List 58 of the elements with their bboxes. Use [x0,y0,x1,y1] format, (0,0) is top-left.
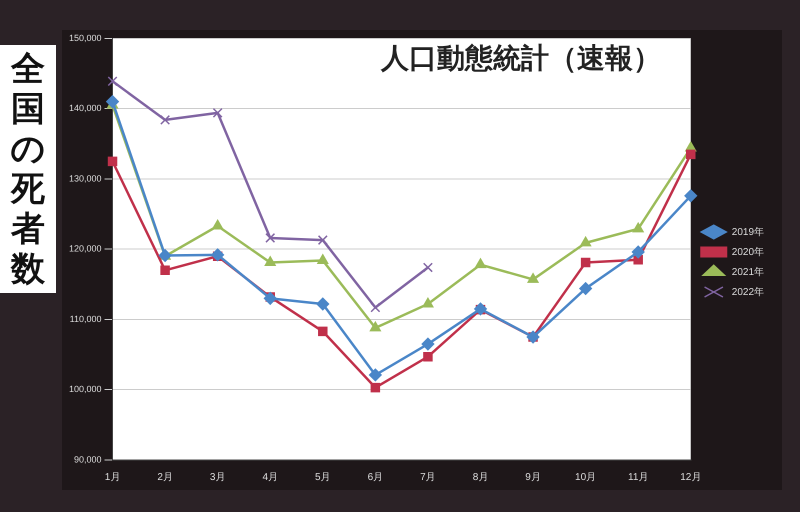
point [422,298,434,308]
point [370,321,382,332]
point [264,292,277,305]
y-tick-label: 140,000 [68,103,102,114]
point [527,272,539,283]
point [317,254,328,264]
point [370,302,380,313]
legend-label: 2019年 [732,226,764,238]
point [579,282,592,296]
x-tick-label: 2月 [157,472,173,483]
x-tick-label: 8月 [472,472,488,483]
y-tick-label: 90,000 [74,454,102,464]
point [316,298,330,311]
point [211,248,224,262]
point [212,220,224,230]
point [368,368,382,382]
point [108,156,118,166]
point [160,114,170,125]
point [370,382,380,392]
point [684,189,698,202]
legend-label: 2021年 [732,266,764,278]
point [580,258,590,268]
legend-label: 2022年 [732,286,764,298]
point [108,76,118,86]
y-tick-label: 100,000 [68,384,102,394]
point [421,338,434,351]
x-tick-label: 5月 [315,472,331,483]
x-tick-label: 1月 [104,472,120,483]
point [474,302,487,316]
point [474,258,486,268]
point [686,150,696,160]
point [318,326,328,336]
text: 全国の死者数 [10,49,46,289]
point [160,266,170,276]
x-tick-label: 10月 [575,472,596,483]
y-tick-label: 110,000 [70,314,102,324]
point [632,246,645,259]
x-tick-label: 12月 [680,472,702,483]
point [423,352,433,362]
point [422,262,433,272]
x-tick-label: 7月 [420,472,436,483]
x-tick-label: 4月 [262,472,278,483]
y-tick-label: 120,000 [68,244,102,254]
chart-title: 人口動態統計（速報） [380,42,661,75]
x-tick-label: 6月 [368,472,384,483]
legend-label: 2020年 [732,246,764,258]
point [632,222,644,232]
point [264,256,276,266]
x-tick-label: 3月 [210,472,226,483]
point [580,236,592,246]
point [212,108,223,118]
point [158,249,172,262]
x-tick-label: 11月 [628,472,648,483]
point [318,235,328,246]
y-tick-label: 150,000 [68,32,102,43]
y-tick-label: 130,000 [68,173,102,184]
point [265,232,276,243]
x-tick-label: 9月 [525,472,541,483]
